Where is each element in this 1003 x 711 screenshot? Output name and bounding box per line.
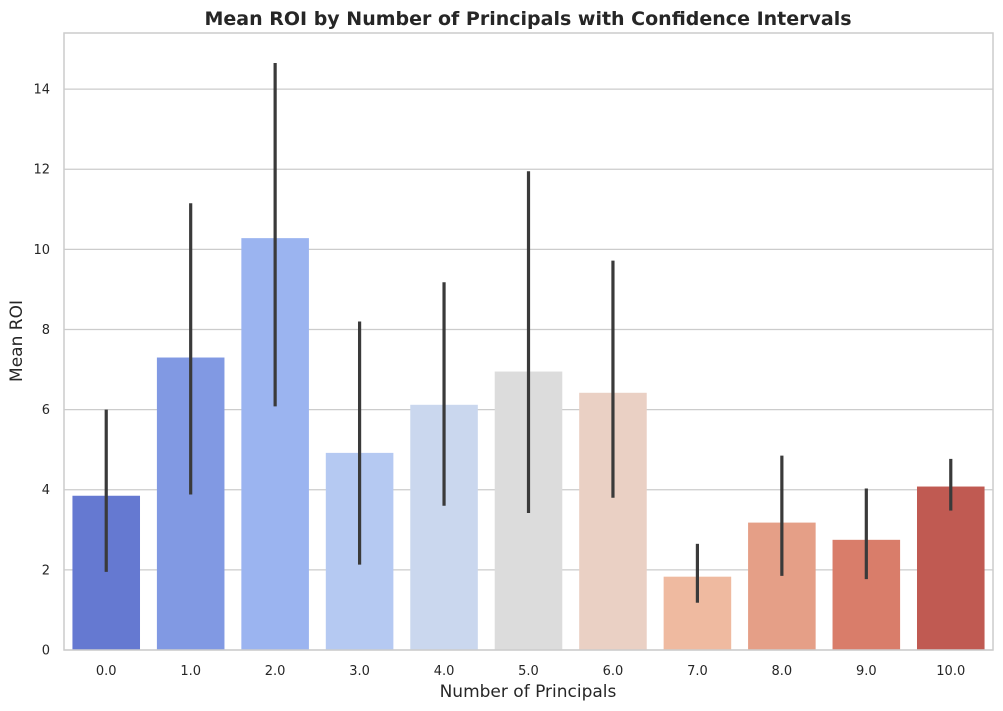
y-tick-labels: 0 2 4 6 8 10 12 14 (33, 83, 50, 659)
x-tick-label: 7.0 (687, 664, 708, 679)
y-tick-label: 6 (42, 403, 50, 418)
x-tick-label: 2.0 (265, 664, 286, 679)
y-tick-label: 12 (33, 163, 50, 178)
x-tick-label: 1.0 (180, 664, 201, 679)
y-tick-label: 2 (42, 563, 50, 578)
plot-frame (63, 32, 994, 651)
x-tick-label: 9.0 (856, 664, 877, 679)
x-tick-label: 4.0 (434, 664, 455, 679)
y-tick-label: 0 (42, 644, 50, 659)
chart-title: Mean ROI by Number of Principals with Co… (204, 8, 851, 30)
y-tick-label: 14 (33, 83, 50, 98)
x-tick-label: 0.0 (96, 664, 117, 679)
error-bars (104, 63, 953, 603)
x-tick-label: 10.0 (936, 664, 965, 679)
x-tick-label: 3.0 (349, 664, 370, 679)
y-tick-label: 4 (42, 483, 50, 498)
y-tick-label: 8 (42, 323, 50, 338)
x-tick-label: 5.0 (518, 664, 539, 679)
x-tick-label: 8.0 (772, 664, 793, 679)
x-axis-label: Number of Principals (440, 682, 617, 702)
y-axis-label: Mean ROI (7, 300, 27, 382)
x-tick-labels: 0.0 1.0 2.0 3.0 4.0 5.0 6.0 7.0 8.0 9.0 10.0 (96, 664, 965, 679)
bar-10.0 (916, 486, 985, 650)
y-tick-label: 10 (33, 243, 50, 258)
x-tick-label: 6.0 (603, 664, 624, 679)
